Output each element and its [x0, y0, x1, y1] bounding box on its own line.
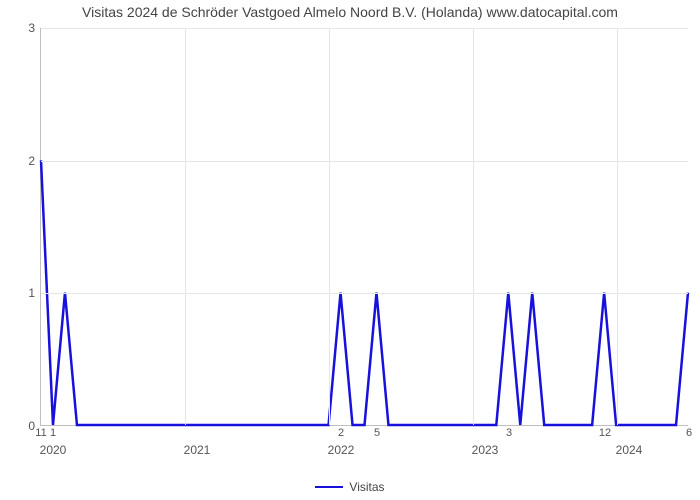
line-series — [41, 28, 688, 425]
legend-swatch — [315, 486, 343, 488]
vgridline — [617, 28, 618, 425]
x-minor-tick-label: 12 — [599, 425, 611, 439]
y-tick-label: 2 — [28, 154, 41, 168]
x-minor-tick-label: 3 — [506, 425, 512, 439]
visits-chart: Visitas 2024 de Schröder Vastgoed Almelo… — [0, 0, 700, 500]
x-major-tick-label: 2023 — [472, 425, 499, 457]
hgridline — [41, 293, 688, 294]
x-minor-tick-label: 6 — [686, 425, 692, 439]
vgridline — [329, 28, 330, 425]
vgridline — [185, 28, 186, 425]
legend: Visitas — [0, 479, 700, 494]
x-major-tick-label: 2021 — [184, 425, 211, 457]
hgridline — [41, 161, 688, 162]
y-tick-label: 3 — [28, 21, 41, 35]
legend-label: Visitas — [349, 480, 384, 494]
hgridline — [41, 28, 688, 29]
y-tick-label: 1 — [28, 286, 41, 300]
chart-title: Visitas 2024 de Schröder Vastgoed Almelo… — [0, 4, 700, 20]
x-major-tick-label: 2022 — [328, 425, 355, 457]
x-minor-tick-label: 5 — [374, 425, 380, 439]
vgridline — [473, 28, 474, 425]
plot-area: 012311125312620202021202220232024 — [40, 28, 688, 426]
x-major-tick-label: 2020 — [40, 425, 67, 457]
x-major-tick-label: 2024 — [616, 425, 643, 457]
